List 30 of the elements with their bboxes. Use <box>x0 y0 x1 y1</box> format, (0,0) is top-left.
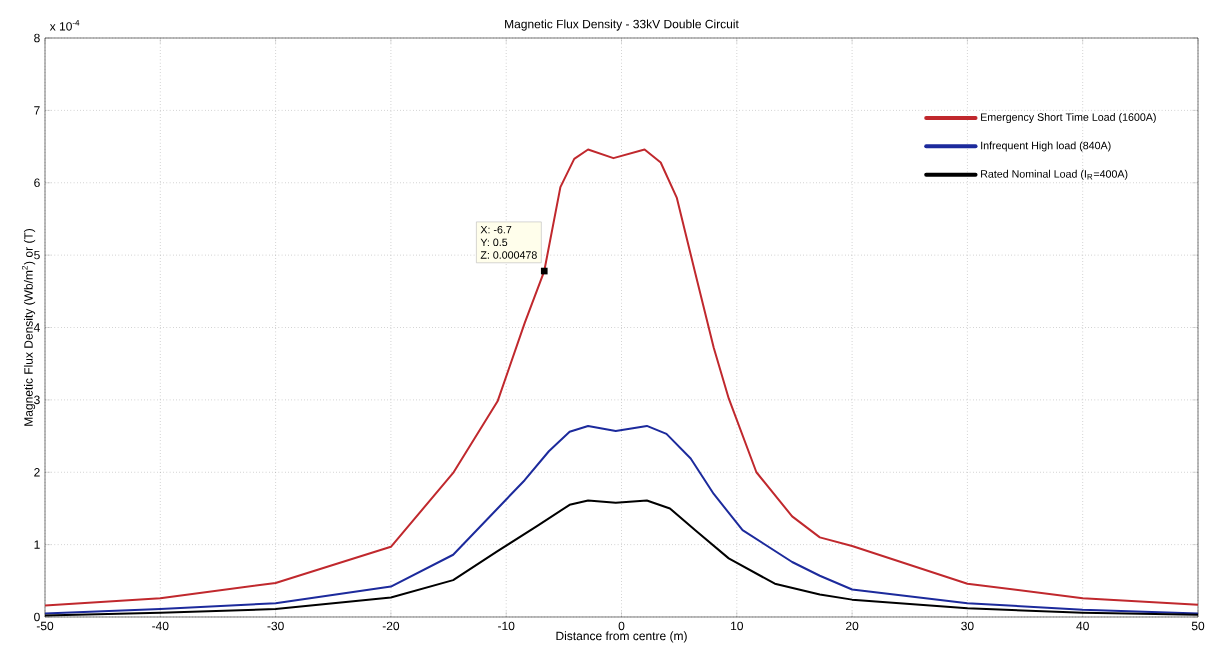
legend-label: Emergency Short Time Load (1600A) <box>981 113 1156 124</box>
legend-label: Rated Nominal Load (I$_{R}$=400A) <box>981 169 1128 180</box>
y-tick-label: 8 <box>34 33 40 43</box>
x-tick-label: -40 <box>152 621 169 631</box>
line-series <box>44 424 1200 615</box>
chart-title: Magnetic Flux Density - 33kV Double Circuit <box>505 19 739 31</box>
x-tick-label: -20 <box>382 621 400 631</box>
y-tick-label: 6 <box>34 178 40 188</box>
x-axis-title: Distance from centre (m) <box>556 631 687 643</box>
x-tick-label: -10 <box>498 621 515 631</box>
x-tick-label: 40 <box>1076 621 1089 631</box>
x-tick-label: 20 <box>846 621 859 631</box>
y-tick-label: 5 <box>34 250 40 260</box>
x-tick-label: 10 <box>731 621 744 631</box>
y-tick-label: 1 <box>34 540 40 549</box>
x-tick-label: -30 <box>267 621 284 631</box>
annotation: Z: 0.000478 <box>480 251 537 259</box>
y-tick-label: 7 <box>34 106 40 115</box>
x-tick-label: -50 <box>36 621 54 631</box>
y-tick-label: 2 <box>34 468 40 477</box>
y-tick-label: 4 <box>33 323 40 332</box>
annotation: Y: 0.5 <box>480 238 508 247</box>
legend-label: Infrequent High load (840A) <box>981 141 1111 152</box>
y-tick-label: 0 <box>34 612 40 622</box>
x-tick-label: 50 <box>1191 621 1205 631</box>
annotation: X: -6.7 <box>480 225 512 234</box>
x-tick-label: 0 <box>618 621 625 631</box>
x-tick-label: 30 <box>961 621 974 631</box>
text: x 10$^{-4}$ <box>49 19 80 31</box>
y-tick-label: 3 <box>34 395 40 405</box>
